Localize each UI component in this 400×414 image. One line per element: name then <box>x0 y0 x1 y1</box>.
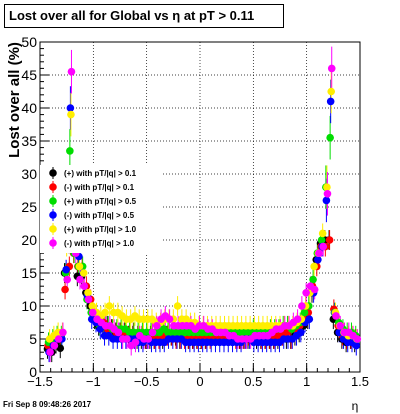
data-point <box>101 308 109 317</box>
data-point <box>314 255 322 264</box>
y-tick-label: 45 <box>21 67 37 83</box>
data-point <box>59 328 67 337</box>
tick-labels: −1.5 −1 −0.5 0 0.5 1 1.5 0 5 10 15 20 25 30 35 40 45 50 <box>21 34 369 389</box>
timestamp-footer: Fri Sep 8 09:48:26 2017 <box>3 400 92 409</box>
data-point <box>318 229 327 238</box>
data-point <box>327 87 336 96</box>
y-tick-label: 25 <box>21 199 37 215</box>
data-point <box>310 285 319 294</box>
legend-entry: (-) with pT/|q| > 1.0 <box>64 239 135 248</box>
data-point <box>310 262 318 271</box>
y-axis-label: Lost over all (%) <box>6 42 23 158</box>
data-point <box>84 295 93 304</box>
data-point <box>144 335 153 343</box>
x-tick-label: 1.5 <box>351 374 369 389</box>
y-tick-label: 50 <box>21 34 37 50</box>
data-point <box>323 183 331 191</box>
y-tick-label: 30 <box>21 166 37 182</box>
data-point <box>326 97 335 106</box>
data-point <box>153 322 161 330</box>
x-tick-label: −1.5 <box>27 374 53 389</box>
data-point <box>165 315 174 324</box>
data-point <box>148 328 157 337</box>
legend-entry: (-) with pT/|q| > 0.5 <box>64 211 135 220</box>
legend-marker <box>49 225 57 233</box>
data-point <box>46 348 54 357</box>
legend-marker <box>49 239 57 247</box>
data-point <box>54 335 63 343</box>
data-point <box>352 341 361 350</box>
legend-marker <box>49 197 57 205</box>
legend: (+) with pT/|q| > 0.1 (-) with pT/|q| > 0… <box>40 165 162 253</box>
x-axis-label: η <box>352 399 359 413</box>
data-point <box>76 275 84 284</box>
legend-marker <box>49 183 57 191</box>
data-point <box>131 338 140 347</box>
y-tick-label: 40 <box>21 100 37 116</box>
data-point <box>332 312 340 320</box>
x-tick-label: 0 <box>196 374 203 389</box>
legend-entry: (+) with pT/|q| > 1.0 <box>64 225 137 234</box>
y-tick-label: 5 <box>29 331 37 347</box>
data-point <box>309 275 317 284</box>
data-point <box>323 190 332 198</box>
data-point <box>173 302 182 310</box>
data-point <box>322 196 331 205</box>
x-tick-label: 1 <box>303 374 310 389</box>
legend-entry: (+) with pT/|q| > 0.1 <box>64 169 137 178</box>
data-point <box>105 302 114 310</box>
x-tick-label: −0.5 <box>134 374 160 389</box>
data-point <box>62 265 70 274</box>
y-tick-label: 15 <box>21 265 37 281</box>
y-tick-label: 10 <box>21 298 37 314</box>
data-point <box>305 315 314 324</box>
y-tick-label: 35 <box>21 133 37 149</box>
data-point <box>89 308 97 317</box>
chart-title: Lost over all for Global vs η at pT > 0.… <box>4 4 284 28</box>
data-points <box>43 64 362 357</box>
data-point <box>79 269 88 277</box>
x-tick-label: −1 <box>86 374 101 389</box>
data-point <box>84 289 92 297</box>
data-point <box>319 242 328 251</box>
data-point <box>317 236 326 244</box>
data-point <box>56 344 65 353</box>
data-point <box>66 104 75 112</box>
data-point <box>67 110 75 119</box>
data-point <box>326 133 334 142</box>
data-point <box>75 262 84 271</box>
data-point <box>327 64 336 73</box>
y-tick-label: 0 <box>29 364 37 380</box>
legend-entry: (+) with pT/|q| > 0.5 <box>64 197 137 206</box>
data-point <box>293 315 302 324</box>
data-point <box>66 147 74 155</box>
y-tick-label: 20 <box>21 232 37 248</box>
data-point <box>63 275 71 284</box>
data-point <box>123 335 131 343</box>
data-point <box>300 308 309 317</box>
x-tick-label: 0.5 <box>244 374 262 389</box>
legend-box <box>40 165 162 253</box>
data-point <box>114 328 123 337</box>
legend-marker <box>49 211 57 219</box>
data-point <box>67 67 76 76</box>
data-point <box>61 285 69 294</box>
data-point <box>297 328 305 337</box>
data-point <box>325 236 334 244</box>
data-point <box>353 335 362 343</box>
data-point <box>302 289 310 297</box>
legend-marker <box>49 169 57 177</box>
data-point <box>298 302 306 310</box>
data-point <box>50 341 59 350</box>
data-point <box>336 322 345 330</box>
data-point <box>88 302 97 310</box>
legend-entry: (-) with pT/|q| > 0.1 <box>64 183 135 192</box>
data-point <box>315 249 323 257</box>
data-point <box>80 282 89 291</box>
